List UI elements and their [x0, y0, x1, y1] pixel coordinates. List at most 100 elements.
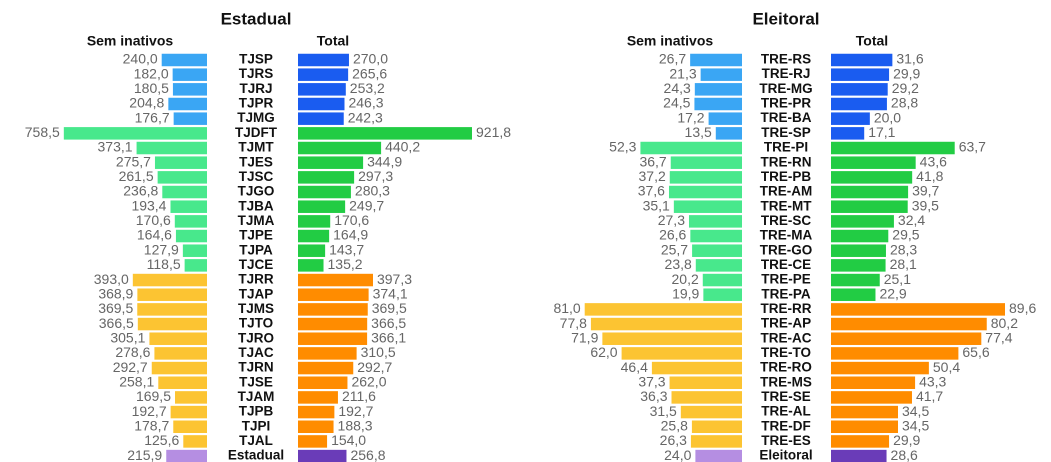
- value-label: 77,8: [560, 315, 587, 331]
- bar: [184, 259, 207, 272]
- category-label: TRE-PR: [761, 96, 812, 111]
- bar: [831, 83, 888, 96]
- category-label: TRE-AP: [761, 316, 811, 331]
- value-label: 28,8: [891, 95, 918, 111]
- category-label: TJRS: [239, 66, 274, 81]
- bar: [671, 391, 742, 404]
- category-label: TJGO: [238, 184, 275, 199]
- value-label: 369,5: [372, 300, 407, 316]
- category-label: TJAC: [238, 345, 274, 360]
- value-label: 19,9: [672, 285, 699, 301]
- category-label: TRE-SP: [761, 125, 811, 140]
- bar: [831, 273, 880, 287]
- value-label: 24,0: [664, 447, 691, 462]
- bar: [673, 200, 742, 213]
- category-label: TRE-PE: [761, 272, 811, 287]
- value-label: 20,0: [874, 109, 901, 125]
- bar: [298, 244, 326, 257]
- value-label: 52,3: [609, 139, 636, 155]
- value-label: 366,5: [371, 315, 406, 331]
- bar: [669, 171, 742, 184]
- value-label: 236,8: [123, 183, 158, 199]
- value-label: 249,7: [349, 197, 384, 213]
- bar: [132, 273, 207, 287]
- bar: [298, 303, 368, 316]
- bar: [298, 112, 344, 125]
- value-label: 36,3: [640, 388, 667, 404]
- bar: [831, 259, 886, 272]
- value-label: 24,3: [664, 80, 691, 96]
- value-label: 180,5: [134, 80, 169, 96]
- category-label: TRE-TO: [761, 345, 811, 360]
- bar: [149, 332, 207, 345]
- value-label: 26,6: [659, 227, 686, 243]
- bar: [668, 185, 742, 199]
- bar: [174, 215, 207, 228]
- value-label: 28,3: [890, 241, 917, 257]
- series-header: Total: [317, 33, 349, 49]
- value-label: 20,2: [672, 271, 699, 287]
- bar: [691, 420, 742, 433]
- bar: [298, 405, 335, 419]
- value-label: 261,5: [119, 168, 154, 184]
- value-label: 37,6: [638, 183, 665, 199]
- series-header: Total: [856, 33, 888, 49]
- value-label: 270,0: [353, 51, 388, 67]
- bar: [670, 156, 742, 169]
- series-header: Sem inativos: [87, 33, 174, 49]
- bar: [298, 141, 382, 155]
- bar: [172, 68, 207, 81]
- value-label: 29,9: [893, 432, 920, 448]
- bar: [173, 112, 207, 125]
- value-label: 211,6: [342, 388, 376, 404]
- bar: [702, 273, 742, 287]
- bar: [831, 405, 898, 419]
- bar: [831, 361, 929, 375]
- value-label: 366,1: [371, 329, 406, 345]
- bar: [680, 405, 742, 419]
- value-label: 39,5: [912, 197, 939, 213]
- category-label: TRE-AL: [761, 404, 811, 419]
- bar: [831, 141, 955, 155]
- value-label: 17,1: [868, 124, 895, 140]
- value-label: 80,2: [991, 315, 1018, 331]
- category-label: TRE-AM: [760, 184, 813, 199]
- category-label: Estadual: [228, 448, 284, 462]
- bar: [298, 288, 369, 301]
- category-label: TJRN: [238, 360, 273, 375]
- value-label: 373,1: [98, 139, 133, 155]
- value-label: 188,3: [338, 417, 373, 433]
- value-label: 77,4: [985, 329, 1012, 345]
- value-label: 26,7: [659, 51, 686, 67]
- value-label: 62,0: [590, 344, 617, 360]
- value-label: 22,9: [879, 285, 906, 301]
- category-label: TJPE: [239, 228, 273, 243]
- value-label: 46,4: [621, 359, 648, 375]
- category-label: TJSP: [239, 52, 273, 67]
- category-label: TRE-GO: [760, 242, 813, 257]
- bar: [298, 332, 368, 345]
- bar: [175, 391, 207, 404]
- bar: [157, 171, 207, 184]
- bar: [831, 171, 913, 184]
- value-label: 125,6: [144, 432, 179, 448]
- chart-title: Estadual: [221, 9, 292, 28]
- category-label: TJTO: [239, 316, 273, 331]
- bar: [158, 376, 207, 389]
- bar: [715, 127, 742, 140]
- value-label: 178,7: [134, 417, 169, 433]
- bar: [694, 97, 742, 111]
- bar: [298, 435, 328, 448]
- bar: [137, 317, 207, 331]
- bar: [298, 259, 324, 272]
- value-label: 25,8: [661, 417, 688, 433]
- bar: [831, 97, 887, 111]
- category-label: TJCE: [239, 257, 274, 272]
- bar: [692, 244, 742, 257]
- bar: [182, 244, 207, 257]
- bar: [831, 420, 898, 433]
- value-label: 23,8: [665, 256, 692, 272]
- category-label: TRE-RO: [760, 360, 812, 375]
- value-label: 43,3: [919, 373, 946, 389]
